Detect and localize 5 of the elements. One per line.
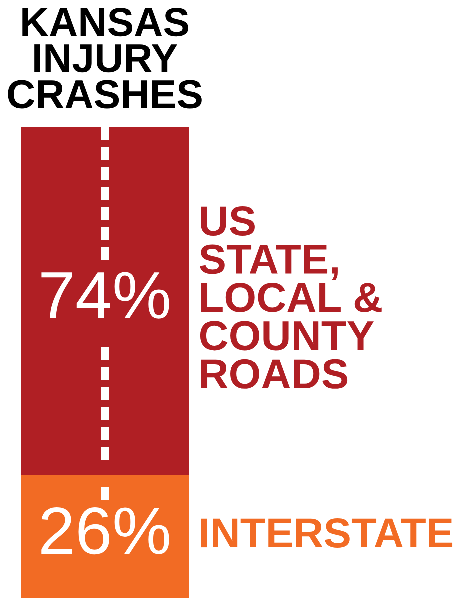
data-label: 74% bbox=[42, 272, 170, 319]
series-label: INTERSTATE bbox=[202, 518, 453, 548]
data-label: 26% bbox=[42, 507, 170, 555]
series-label: US STATE, LOCAL & COUNTY ROADS bbox=[200, 206, 382, 389]
chart-title: KANSAS INJURY CRASHES bbox=[8, 8, 202, 109]
